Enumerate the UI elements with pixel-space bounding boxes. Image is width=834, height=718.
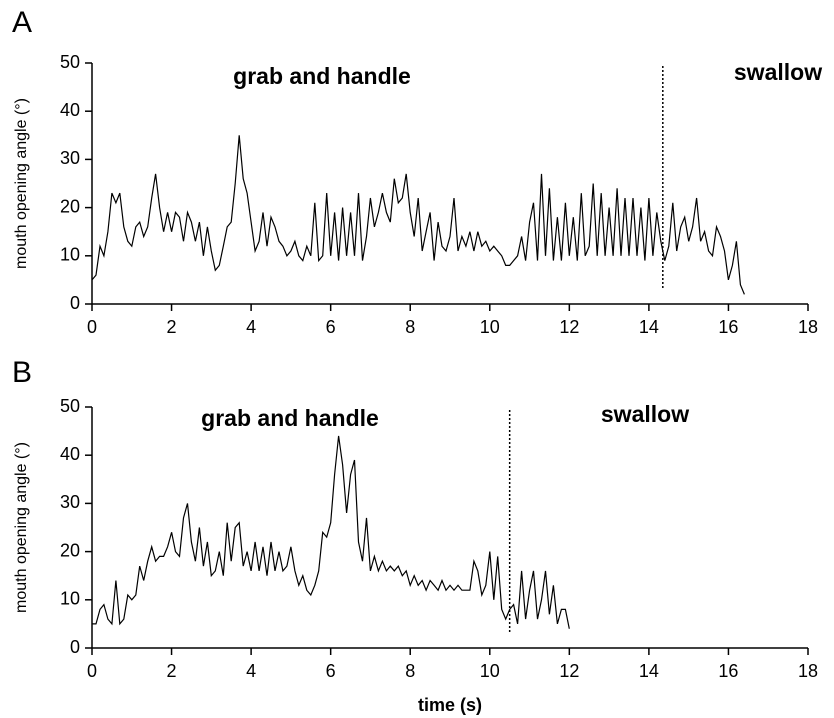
y-axis-label: mouth opening angle (°) <box>13 98 30 269</box>
y-tick-label: 20 <box>60 196 80 216</box>
x-tick-label: 8 <box>405 661 415 681</box>
y-tick-label: 0 <box>70 293 80 313</box>
x-tick-label: 6 <box>326 661 336 681</box>
x-tick-label: 2 <box>167 661 177 681</box>
x-tick-label: 10 <box>480 661 500 681</box>
panel-label: A <box>12 6 32 39</box>
y-axis-label: mouth opening angle (°) <box>13 442 30 613</box>
x-tick-label: 16 <box>718 661 738 681</box>
y-tick-label: 10 <box>60 245 80 265</box>
y-tick-label: 50 <box>60 396 80 416</box>
x-tick-label: 14 <box>639 661 659 681</box>
x-tick-label: 0 <box>87 317 97 337</box>
x-tick-label: 10 <box>480 317 500 337</box>
y-tick-label: 40 <box>60 444 80 464</box>
x-tick-label: 16 <box>718 317 738 337</box>
x-tick-label: 4 <box>246 661 256 681</box>
x-tick-label: 12 <box>559 661 579 681</box>
y-tick-label: 50 <box>60 52 80 72</box>
y-tick-label: 30 <box>60 148 80 168</box>
annotation: swallow <box>601 401 689 427</box>
y-tick-label: 10 <box>60 589 80 609</box>
x-tick-label: 12 <box>559 317 579 337</box>
x-tick-label: 18 <box>798 661 818 681</box>
x-axis-label: time (s) <box>418 695 482 715</box>
y-tick-label: 40 <box>60 100 80 120</box>
annotation: grab and handle <box>233 63 411 89</box>
x-tick-label: 2 <box>167 317 177 337</box>
panel-label: B <box>12 356 32 389</box>
x-tick-label: 6 <box>326 317 336 337</box>
annotation: swallow <box>734 59 822 85</box>
x-tick-label: 18 <box>798 317 818 337</box>
x-tick-label: 8 <box>405 317 415 337</box>
data-line <box>91 135 745 295</box>
x-tick-label: 4 <box>246 317 256 337</box>
x-tick-label: 14 <box>639 317 659 337</box>
y-tick-label: 20 <box>60 540 80 560</box>
y-tick-label: 30 <box>60 492 80 512</box>
y-tick-label: 0 <box>70 637 80 657</box>
annotation: grab and handle <box>201 405 379 431</box>
data-line <box>92 435 570 629</box>
x-tick-label: 0 <box>87 661 97 681</box>
